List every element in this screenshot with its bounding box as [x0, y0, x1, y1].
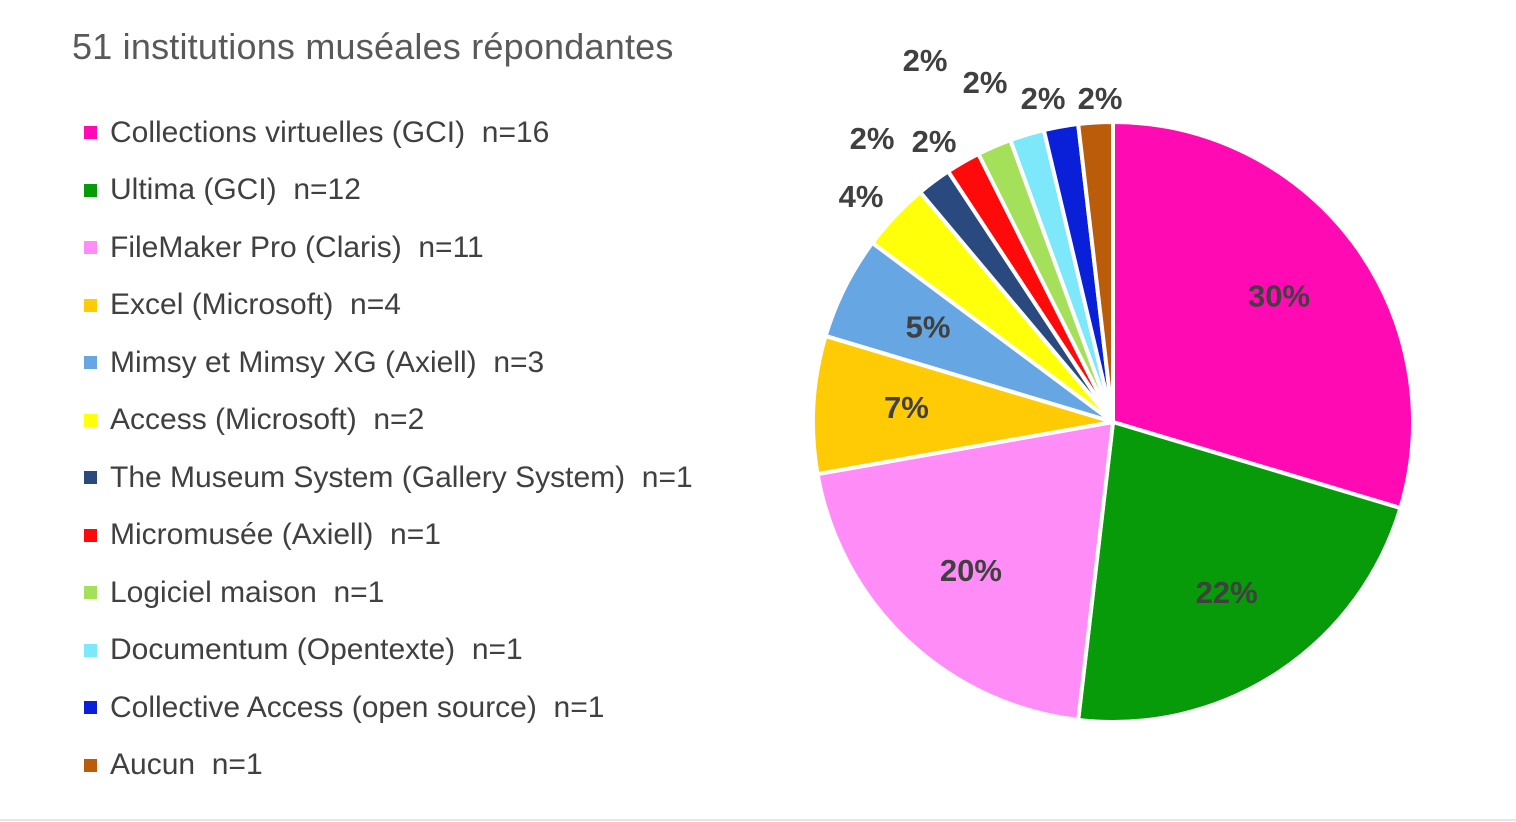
legend-item: Collective Access (open source) n=1 — [84, 679, 693, 737]
data-label-9: 2% — [903, 43, 948, 78]
legend-item: Excel (Microsoft) n=4 — [84, 277, 693, 335]
legend-item: Mimsy et Mimsy XG (Axiell) n=3 — [84, 334, 693, 392]
legend-swatch — [84, 298, 97, 312]
legend-item: Micromusée (Axiell) n=1 — [84, 507, 693, 565]
legend-item: Documentum (Opentexte) n=1 — [84, 622, 693, 680]
legend-item: The Museum System (Gallery System) n=1 — [84, 449, 693, 507]
legend-label: Access (Microsoft) n=2 — [110, 403, 425, 437]
data-label-10: 2% — [963, 65, 1008, 100]
data-label-11: 2% — [1021, 81, 1066, 116]
legend-label: Collective Access (open source) n=1 — [110, 690, 605, 724]
legend-swatch — [84, 413, 97, 427]
legend-swatch — [84, 701, 97, 715]
legend-label: Documentum (Opentexte) n=1 — [110, 633, 523, 667]
legend-swatch — [84, 126, 97, 140]
legend-label: Mimsy et Mimsy XG (Axiell) n=3 — [110, 345, 545, 379]
legend-swatch — [84, 471, 97, 485]
legend-swatch — [84, 528, 97, 542]
legend-label: The Museum System (Gallery System) n=1 — [110, 460, 693, 494]
legend-swatch — [84, 758, 97, 772]
data-label-8: 2% — [912, 124, 957, 159]
legend-item: Aucun n=1 — [84, 737, 693, 795]
pie-slice-1 — [1111, 120, 1415, 511]
legend-label: Logiciel maison n=1 — [110, 575, 385, 609]
legend-label: Ultima (GCI) n=12 — [110, 173, 361, 207]
legend: Collections virtuelles (GCI) n=16 Ultima … — [84, 104, 693, 794]
pie-slice-12 — [1076, 120, 1115, 424]
legend-label: Excel (Microsoft) n=4 — [110, 288, 401, 322]
pie-slice-4 — [811, 333, 1115, 477]
legend-swatch — [84, 643, 97, 657]
legend-item: Access (Microsoft) n=2 — [84, 392, 693, 450]
data-label-3: 20% — [940, 553, 1002, 588]
legend-swatch — [84, 183, 97, 197]
data-label-2: 22% — [1196, 575, 1258, 610]
legend-swatch — [84, 241, 97, 255]
pie-slice-2 — [1076, 420, 1403, 724]
legend-item: Ultima (GCI) n=12 — [84, 162, 693, 220]
data-label-1: 30% — [1248, 279, 1310, 314]
legend-item: Collections virtuelles (GCI) n=16 — [84, 104, 693, 162]
bottom-divider — [0, 819, 1516, 821]
data-label-12: 2% — [1078, 81, 1123, 116]
data-label-5: 5% — [906, 309, 951, 344]
data-label-4: 7% — [884, 390, 929, 425]
legend-item: FileMaker Pro (Claris) n=11 — [84, 219, 693, 277]
data-label-7: 2% — [850, 121, 895, 156]
legend-label: FileMaker Pro (Claris) n=11 — [110, 230, 484, 264]
legend-swatch — [84, 586, 97, 600]
legend-label: Aucun n=1 — [110, 748, 263, 782]
legend-label: Micromusée (Axiell) n=1 — [110, 518, 441, 552]
pie-slice-3 — [815, 420, 1115, 722]
chart-title: 51 institutions muséales répondantes — [72, 26, 674, 67]
legend-label: Collections virtuelles (GCI) n=16 — [110, 115, 550, 149]
data-label-6: 4% — [839, 179, 884, 214]
legend-swatch — [84, 356, 97, 370]
legend-item: Logiciel maison n=1 — [84, 564, 693, 622]
